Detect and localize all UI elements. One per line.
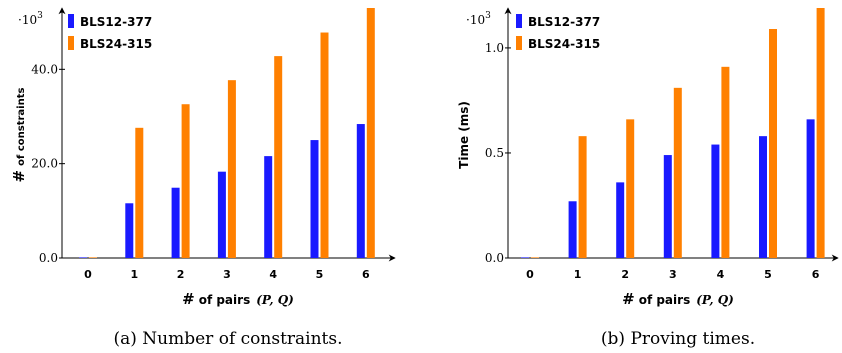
bar-bls12-377-0 <box>79 257 87 258</box>
x-tick-label: 1 <box>574 268 582 281</box>
bar-bls24-315-5 <box>769 29 777 258</box>
x-tick-label: 6 <box>362 268 370 281</box>
bar-bls12-377-6 <box>356 124 365 258</box>
chart-panel-proving-times: ·103 Time (ms) 0.0 0.5 1.0 0 1 2 3 4 5 6 BLS12-37… <box>457 7 839 349</box>
y-axis-label: Time (ms) <box>457 101 471 169</box>
bar-bls24-315-2 <box>181 104 190 259</box>
x-tick-label: 3 <box>223 268 231 281</box>
y-tick-label: 20.0 <box>31 157 58 171</box>
x-tick-label: 3 <box>669 268 677 281</box>
bar-bls24-315-1 <box>135 127 144 259</box>
y-tick-label: 40.0 <box>31 62 58 76</box>
bar-bls12-377-3 <box>217 171 226 258</box>
bar-bls24-315-4 <box>721 66 730 258</box>
y-axis-label: #of constraints <box>10 88 28 183</box>
x-tick-label: 5 <box>764 268 772 281</box>
bar-bls24-315-1 <box>578 136 587 258</box>
caption: (a) Number of constraints. <box>113 329 342 349</box>
x-tick-label: 5 <box>316 268 324 281</box>
legend-swatch <box>68 36 74 50</box>
y-scale-multiplier: ·103 <box>466 11 491 27</box>
bar-bls24-315-0 <box>89 257 97 258</box>
bar-bls12-377-6 <box>806 119 815 258</box>
x-tick-label: 0 <box>526 268 534 281</box>
bar-bls24-315-4 <box>274 56 283 259</box>
bar-bls12-377-1 <box>568 201 577 258</box>
y-scale-multiplier: ·103 <box>18 11 43 27</box>
ticks: 0.0 0.5 1.0 0 1 2 3 4 5 6 <box>485 41 820 281</box>
bars <box>521 8 825 258</box>
bar-bls24-315-6 <box>366 8 375 258</box>
x-tick-label: 2 <box>177 268 185 281</box>
x-tick-label: 0 <box>84 268 92 281</box>
bar-bls12-377-4 <box>711 144 720 258</box>
y-tick-label: 0.0 <box>485 251 504 265</box>
legend-label: BLS12-377 <box>528 15 600 29</box>
bar-bls12-377-2 <box>171 187 180 258</box>
legend-label: BLS24-315 <box>80 37 152 51</box>
x-tick-label: 4 <box>269 268 277 281</box>
chart-panel-constraints: ·103 #of constraints 0.020.040.00 1 2 3 4 5 6 … <box>10 7 396 349</box>
legend-label: BLS24-315 <box>528 37 600 51</box>
x-tick-label: 6 <box>812 268 820 281</box>
x-axis-label: # of pairs (P, Q) <box>622 290 734 308</box>
bar-bls24-315-0 <box>531 257 539 258</box>
legend: BLS12-377 BLS24-315 <box>516 14 600 51</box>
bar-bls12-377-5 <box>310 140 319 258</box>
x-tick-label: 2 <box>621 268 629 281</box>
x-tick-label: 1 <box>130 268 138 281</box>
x-tick-label: 4 <box>717 268 725 281</box>
caption: (b) Proving times. <box>601 329 755 349</box>
bars <box>79 8 375 259</box>
legend-swatch <box>516 36 522 50</box>
legend: BLS12-377 BLS24-315 <box>68 14 152 51</box>
y-tick-label: 0.0 <box>39 251 58 265</box>
bar-bls24-315-3 <box>227 80 236 258</box>
bar-bls12-377-1 <box>125 203 134 258</box>
bar-bls24-315-5 <box>320 32 329 258</box>
axes <box>504 7 839 262</box>
y-tick-label: 1.0 <box>485 41 504 55</box>
bar-bls24-315-3 <box>673 87 682 258</box>
bar-bls24-315-6 <box>816 8 825 258</box>
bar-bls12-377-4 <box>264 156 273 258</box>
legend-swatch <box>516 14 522 28</box>
bar-bls12-377-3 <box>663 155 672 258</box>
legend-swatch <box>68 14 74 28</box>
bar-bls12-377-5 <box>759 136 767 258</box>
ticks: 0.0 20.0 40.0 0 1 2 3 4 5 6 <box>31 62 370 281</box>
legend-label: BLS12-377 <box>80 15 152 29</box>
bar-bls24-315-2 <box>626 119 635 258</box>
bar-bls12-377-2 <box>616 182 625 258</box>
bar-bls12-377-0 <box>521 257 529 258</box>
y-tick-label: 0.5 <box>485 146 504 160</box>
x-axis-label: # of pairs (P, Q) <box>182 290 294 308</box>
